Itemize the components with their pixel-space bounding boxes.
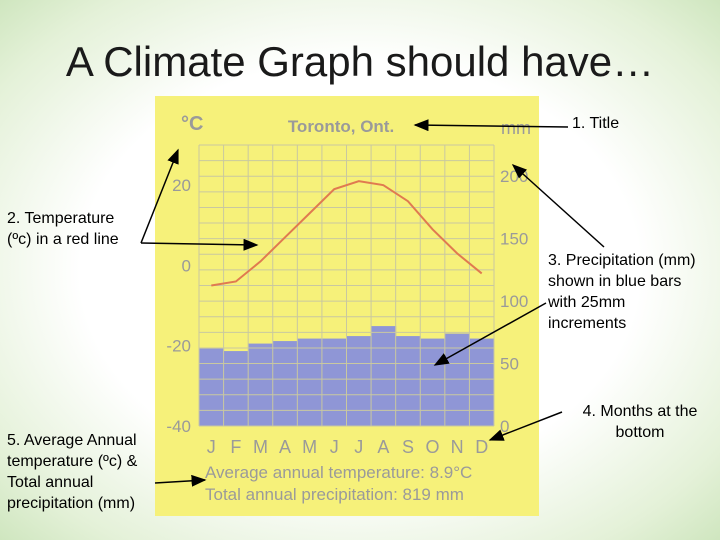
precip-tick-label: 150 xyxy=(500,230,528,249)
temp-tick-label: 20 xyxy=(172,176,191,195)
callout-months: 4. Months at the bottom xyxy=(582,403,698,441)
callout-temperature-line1: 2. Temperature xyxy=(7,210,115,227)
month-label: M xyxy=(302,437,317,457)
month-label: A xyxy=(279,437,291,457)
month-label: S xyxy=(402,437,414,457)
precip-bar xyxy=(395,336,421,426)
temp-unit-label: °C xyxy=(181,113,203,135)
precip-bar xyxy=(248,343,274,426)
month-label: M xyxy=(253,437,268,457)
precip-tick-label: 50 xyxy=(500,355,519,374)
temp-tick-label: -40 xyxy=(166,417,191,436)
temp-tick-label: -20 xyxy=(166,337,191,356)
precip-bar xyxy=(469,338,495,426)
precip-bar xyxy=(420,338,446,426)
temp-tick-label: 0 xyxy=(182,256,191,275)
month-label: J xyxy=(330,437,339,457)
precip-bar xyxy=(321,338,347,426)
precip-bar xyxy=(199,348,225,426)
callout-temperature-line2: (ºc) in a red line xyxy=(7,231,119,248)
month-label: D xyxy=(475,437,488,457)
callout-temperature: 2. Temperature (ºc) in a red line xyxy=(7,208,157,250)
month-label: N xyxy=(451,437,464,457)
month-label: A xyxy=(377,437,389,457)
precip-bar xyxy=(346,336,372,426)
total-precip-text: Total annual precipitation: 819 mm xyxy=(205,485,464,504)
precip-tick-label: 100 xyxy=(500,292,528,311)
month-label: O xyxy=(426,437,440,457)
precip-unit-label: mm xyxy=(501,118,531,138)
month-label: J xyxy=(354,437,363,457)
month-label: F xyxy=(230,437,241,457)
precip-bar xyxy=(371,326,397,426)
callout-title: 1. Title xyxy=(572,115,620,132)
precip-bar xyxy=(272,341,298,426)
chart-title: Toronto, Ont. xyxy=(288,117,394,136)
precip-bar xyxy=(297,338,323,426)
slide-title: A Climate Graph should have… xyxy=(65,38,655,85)
callout-averages: 5. Average Annual temperature (ºc) & Tot… xyxy=(7,432,138,512)
month-label: J xyxy=(207,437,216,457)
avg-temp-text: Average annual temperature: 8.9°C xyxy=(205,463,472,482)
precip-tick-label: 0 xyxy=(500,417,509,436)
precip-bar xyxy=(223,351,249,426)
temperature-line xyxy=(211,180,483,287)
callout-precipitation: 3. Precipitation (mm) shown in blue bars… xyxy=(548,252,696,332)
precip-tick-label: 200 xyxy=(500,167,528,186)
